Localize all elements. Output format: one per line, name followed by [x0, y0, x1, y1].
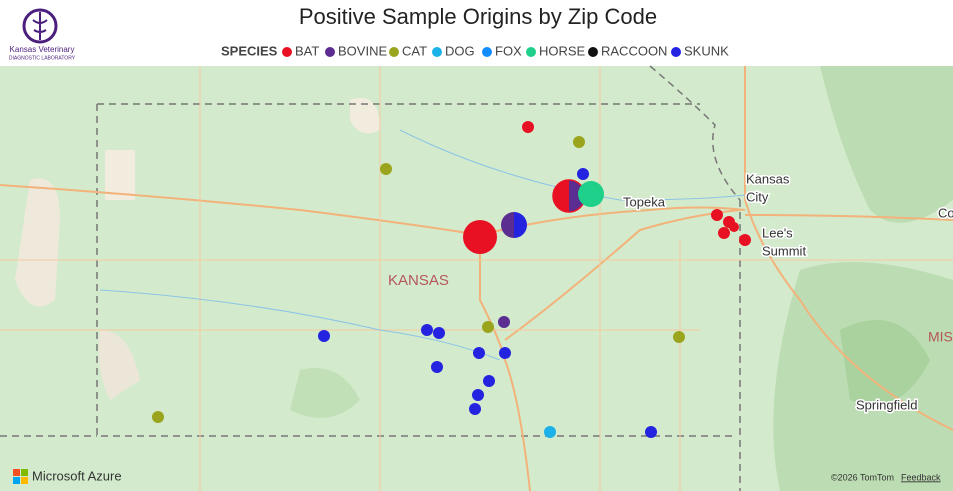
- copyright: ©2026 TomTom: [831, 472, 894, 482]
- state-label: MIS: [928, 329, 953, 345]
- markers: [152, 121, 751, 438]
- legend-label[interactable]: CAT: [402, 43, 427, 58]
- city-label: Summit: [762, 243, 806, 258]
- logo-subtext: DIAGNOSTIC LABORATORY: [9, 55, 76, 61]
- legend-label[interactable]: BOVINE: [338, 43, 387, 58]
- legend-swatch: [526, 47, 536, 57]
- legend-label[interactable]: FOX: [495, 43, 522, 58]
- brand: Microsoft Azure: [32, 468, 122, 483]
- legend-swatch: [432, 47, 442, 57]
- feedback-link[interactable]: Feedback: [901, 472, 941, 482]
- legend-swatch: [588, 47, 598, 57]
- legend-swatch: [325, 47, 335, 57]
- legend-swatch: [482, 47, 492, 57]
- azure-logo: [13, 469, 28, 484]
- legend-swatch: [389, 47, 399, 57]
- city-label: Co: [938, 205, 953, 220]
- state-label: KANSAS: [388, 272, 449, 289]
- legend-label[interactable]: RACCOON: [601, 43, 667, 58]
- header: [0, 0, 953, 66]
- legend-title: SPECIES: [221, 43, 278, 58]
- city-label: Topeka: [623, 194, 666, 209]
- legend-swatch: [671, 47, 681, 57]
- legend-label[interactable]: BAT: [295, 43, 319, 58]
- legend-label[interactable]: HORSE: [539, 43, 586, 58]
- legend-swatch: [282, 47, 292, 57]
- city-label: City: [746, 189, 769, 204]
- title: Positive Sample Origins by Zip Code: [299, 4, 657, 29]
- legend-label[interactable]: DOG: [445, 43, 475, 58]
- city-label: Springfield: [856, 397, 917, 412]
- city-label: Lee's: [762, 225, 793, 240]
- logo: Kansas Veterinary DIAGNOSTIC LABORATORY: [9, 8, 76, 61]
- city-label: Kansas: [746, 171, 790, 186]
- legend: BAT BOVINE CAT DOG FOX HORSE RACCOON SKUNK: [282, 43, 729, 58]
- logo-text: Kansas Veterinary: [10, 45, 75, 54]
- map: [0, 65, 953, 491]
- legend-label[interactable]: SKUNK: [684, 43, 729, 58]
